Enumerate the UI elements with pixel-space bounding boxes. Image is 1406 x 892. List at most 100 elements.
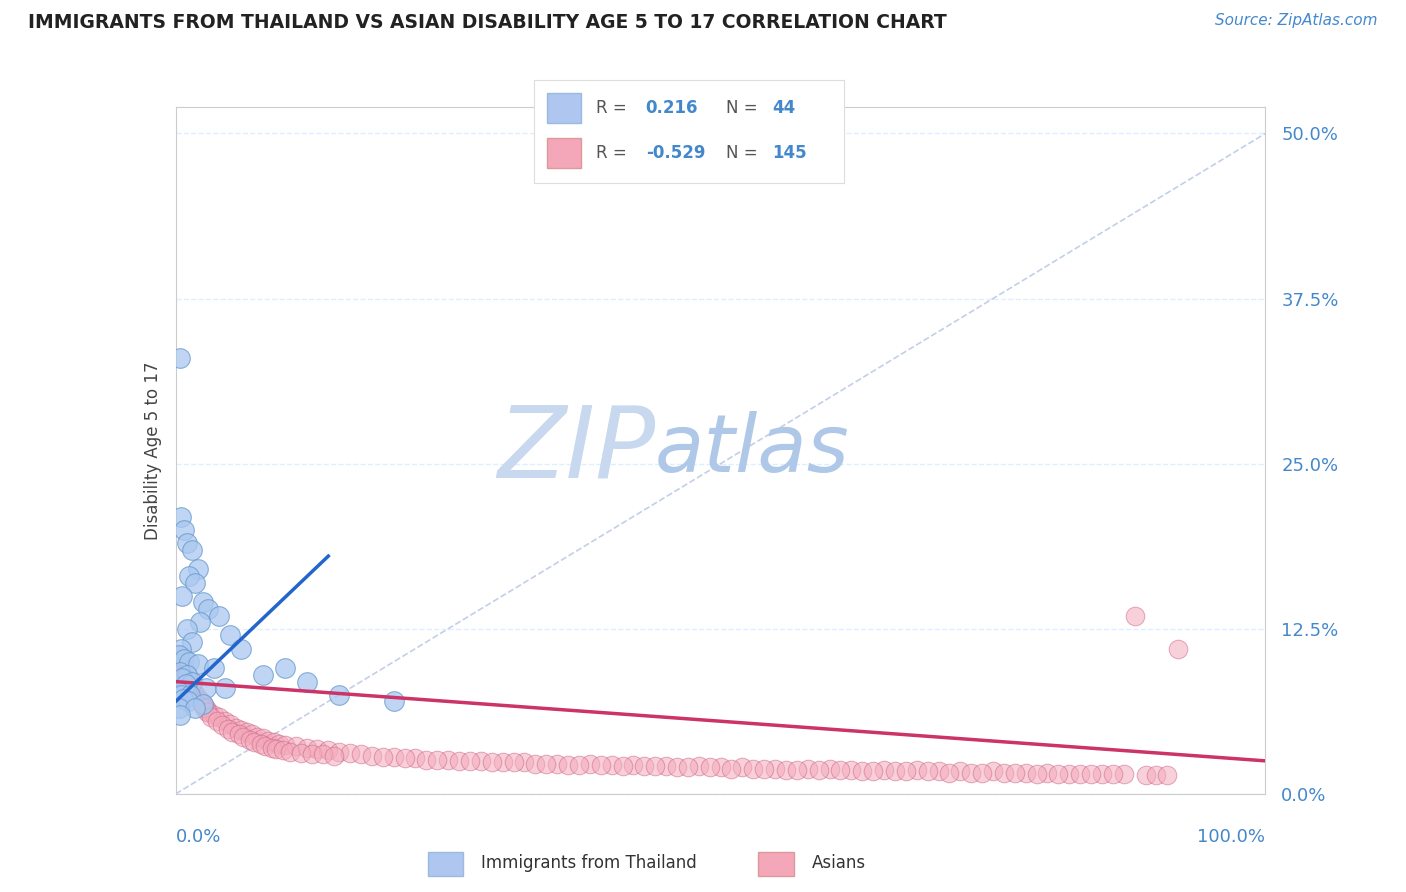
Point [1025,767,1047,781]
Point [841,763,863,777]
Point [172,589,194,603]
Point [328,745,350,759]
Point [458,754,481,768]
Point [274,661,297,675]
Point [1080,767,1102,781]
Point [169,707,191,722]
Point [167,701,190,715]
Text: 0.0%: 0.0% [176,828,221,847]
Point [193,701,215,715]
Point [184,575,207,590]
Point [405,751,427,765]
Point [195,701,218,715]
Point [180,679,202,693]
Point [621,757,644,772]
Point [960,765,983,780]
Point [754,762,776,776]
Point [534,756,557,771]
Point [235,724,257,739]
Point [195,681,218,696]
Point [339,746,361,760]
Point [1004,765,1026,780]
Point [1036,765,1059,780]
Point [184,701,207,715]
Point [513,755,536,769]
Point [172,657,194,672]
Point [177,655,200,669]
Point [257,734,280,748]
Point [415,753,437,767]
Point [231,723,253,738]
Point [1059,767,1081,781]
Point [579,756,602,771]
Point [361,748,384,763]
Text: R =: R = [596,99,633,117]
Point [731,760,754,774]
Point [284,739,307,754]
Point [167,648,190,663]
Point [557,757,579,772]
Point [172,691,194,706]
Point [177,674,200,689]
Point [176,536,198,550]
Point [1112,767,1135,781]
Point [676,760,699,774]
Point [191,697,214,711]
Point [917,764,939,779]
Point [993,765,1015,780]
Point [217,722,239,736]
Point [195,705,218,719]
Point [219,628,242,642]
Point [1047,767,1070,781]
Point [972,765,994,780]
Point [181,683,204,698]
Point [169,351,191,365]
Point [205,714,228,729]
Point [1102,767,1125,781]
Point [186,688,208,702]
Text: R =: R = [596,145,633,162]
Point [169,652,191,666]
Point [481,755,503,769]
Point [328,688,350,702]
Point [271,743,294,757]
Point [225,721,247,735]
Text: IMMIGRANTS FROM THAILAND VS ASIAN DISABILITY AGE 5 TO 17 CORRELATION CHART: IMMIGRANTS FROM THAILAND VS ASIAN DISABI… [28,13,946,32]
Point [264,742,287,756]
FancyBboxPatch shape [427,852,463,876]
Point [371,750,394,764]
Point [260,740,283,755]
Point [524,756,547,771]
Text: atlas: atlas [655,411,851,490]
Point [181,681,204,696]
Point [873,763,896,777]
Point [246,730,269,744]
Point [1091,767,1114,781]
FancyBboxPatch shape [547,137,581,169]
Text: 100.0%: 100.0% [1198,828,1265,847]
Point [666,760,689,774]
FancyBboxPatch shape [758,852,794,876]
Point [612,759,634,773]
Point [202,707,225,722]
Point [1146,768,1168,782]
Point [240,727,263,741]
Point [763,762,786,776]
Point [254,739,277,754]
Point [633,759,655,773]
Point [278,745,301,759]
Point [884,764,907,779]
Point [862,764,884,779]
Point [170,509,193,524]
Point [447,754,470,768]
Point [644,759,666,773]
Point [181,542,204,557]
Point [252,668,274,682]
Point [176,668,198,682]
Point [981,764,1004,779]
Point [208,608,231,623]
Point [186,562,209,576]
Point [190,694,212,708]
Point [232,730,254,744]
Point [172,661,194,675]
